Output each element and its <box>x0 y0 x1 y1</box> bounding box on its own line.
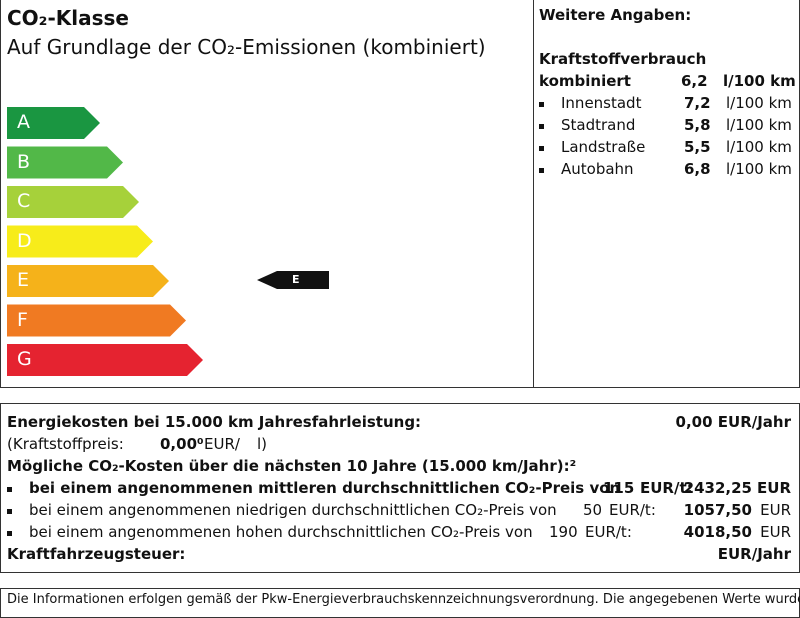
co2-unit: EUR/t: <box>585 523 632 541</box>
title: CO₂-Klasse <box>7 6 129 30</box>
class-bar <box>7 265 169 297</box>
subtitle: Auf Grundlage der CO₂-Emissionen (kombin… <box>7 35 486 59</box>
co2-label: bei einem angenommenen hohen durchschnit… <box>7 523 533 541</box>
co2-amount: 4018,50 <box>683 523 752 541</box>
details-title: Weitere Angaben: <box>539 6 692 24</box>
item-label: Autobahn <box>539 160 634 178</box>
class-bar <box>7 304 186 337</box>
class-letter: A <box>17 111 30 133</box>
item-value: 5,8 <box>684 116 711 134</box>
item-label: Innenstadt <box>538 94 642 112</box>
class-letter: C <box>17 190 31 212</box>
combined-value: 6,2 <box>681 72 708 90</box>
class-letter: F <box>17 309 28 331</box>
co2-currency: EUR <box>757 479 791 497</box>
item-unit: l/100 km <box>726 116 792 134</box>
tax-value: EUR/Jahr <box>717 545 791 563</box>
co2-price: 115 <box>603 479 635 497</box>
co2-label: bei einem angenommenen niedrigen durchsc… <box>7 501 557 519</box>
co2-currency: EUR <box>760 523 791 541</box>
fuel-price-unit: EUR/ <box>204 435 240 453</box>
class-bar <box>7 146 123 179</box>
current-class: E <box>292 273 300 286</box>
class-letter: D <box>17 230 32 252</box>
class-letter: G <box>17 348 32 370</box>
item-label: Stadtrand <box>538 116 636 134</box>
tax-label: Kraftfahrzeugsteuer: <box>7 545 186 563</box>
energy-label: Energiekosten bei 15.000 km Jahresfahrle… <box>7 413 422 431</box>
current-class-arrow <box>257 271 329 289</box>
co2-unit: EUR/t: <box>609 501 656 519</box>
class-letter: E <box>17 269 30 291</box>
combined-label: kombiniert <box>539 72 631 90</box>
item-label: Landstraße <box>538 138 646 156</box>
co2-currency: EUR <box>760 501 791 519</box>
consumption-title: Kraftstoffverbrauch <box>539 50 707 68</box>
fuel-price-end: l) <box>257 435 268 453</box>
co2-price: 190 <box>549 523 578 541</box>
class-bar <box>7 344 203 376</box>
energy-value: 0,00 EUR/Jahr <box>675 413 791 431</box>
class-bar <box>7 186 139 218</box>
item-value: 7,2 <box>684 94 711 112</box>
class-bar <box>7 107 100 139</box>
item-unit: l/100 km <box>726 94 792 112</box>
combined-unit: l/100 km <box>723 72 796 90</box>
co2-amount: 1057,50 <box>683 501 752 519</box>
item-value: 5,5 <box>684 138 711 156</box>
item-unit: l/100 km <box>726 138 792 156</box>
co2-title: Mögliche CO₂-Kosten über die nächsten 10… <box>7 457 577 475</box>
co2-amount: 2432,25 <box>683 479 752 497</box>
class-letter: B <box>17 151 31 173</box>
class-bar <box>7 225 153 258</box>
item-unit: l/100 km <box>726 160 792 178</box>
co2-unit: EUR/t: <box>640 479 693 497</box>
fuel-price-value: 0,00⁰ <box>160 435 204 453</box>
fuel-price-label: (Kraftstoffpreis: <box>7 435 124 453</box>
item-value: 6,8 <box>684 160 711 178</box>
co2-label: bei einem angenommenen mittleren durchsc… <box>6 479 621 497</box>
co2-price: 50 <box>583 501 603 519</box>
class-scale <box>7 107 329 376</box>
